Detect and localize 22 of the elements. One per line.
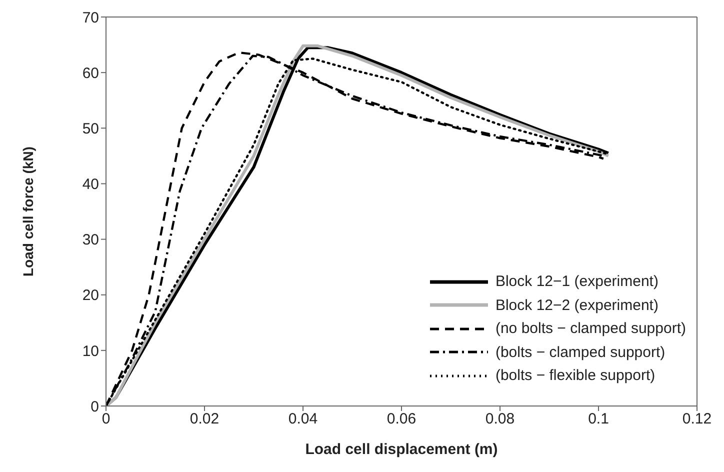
legend-label: (bolts − clamped support) (495, 342, 666, 362)
x-tick-label: 0.08 (485, 410, 515, 428)
x-tick-label: 0.02 (190, 410, 220, 428)
x-tick-label: 0.1 (588, 410, 609, 428)
legend-label: (bolts − flexible support) (495, 366, 656, 386)
legend-label: Block 12−1 (experiment) (495, 272, 658, 292)
y-tick-label: 20 (82, 287, 99, 304)
x-tick-label: 0.06 (386, 410, 416, 428)
y-tick-label: 10 (82, 342, 99, 360)
y-tick-label: 0 (90, 398, 99, 416)
x-axis-title: Load cell displacement (m) (305, 441, 498, 458)
y-axis-title: Load cell force (kN) (20, 146, 36, 276)
legend-label: (no bolts − clamped support) (495, 319, 686, 339)
legend-label: Block 12−2 (experiment) (495, 296, 658, 316)
x-tick-label: 0.04 (288, 410, 318, 428)
x-tick-label: 0.12 (682, 410, 712, 428)
y-tick-label: 50 (82, 120, 99, 138)
y-tick-label: 30 (82, 232, 99, 249)
y-tick-label: 70 (82, 9, 99, 26)
x-tick-label: 0 (102, 410, 110, 428)
y-tick-label: 60 (82, 64, 99, 82)
y-tick-label: 40 (82, 176, 99, 194)
